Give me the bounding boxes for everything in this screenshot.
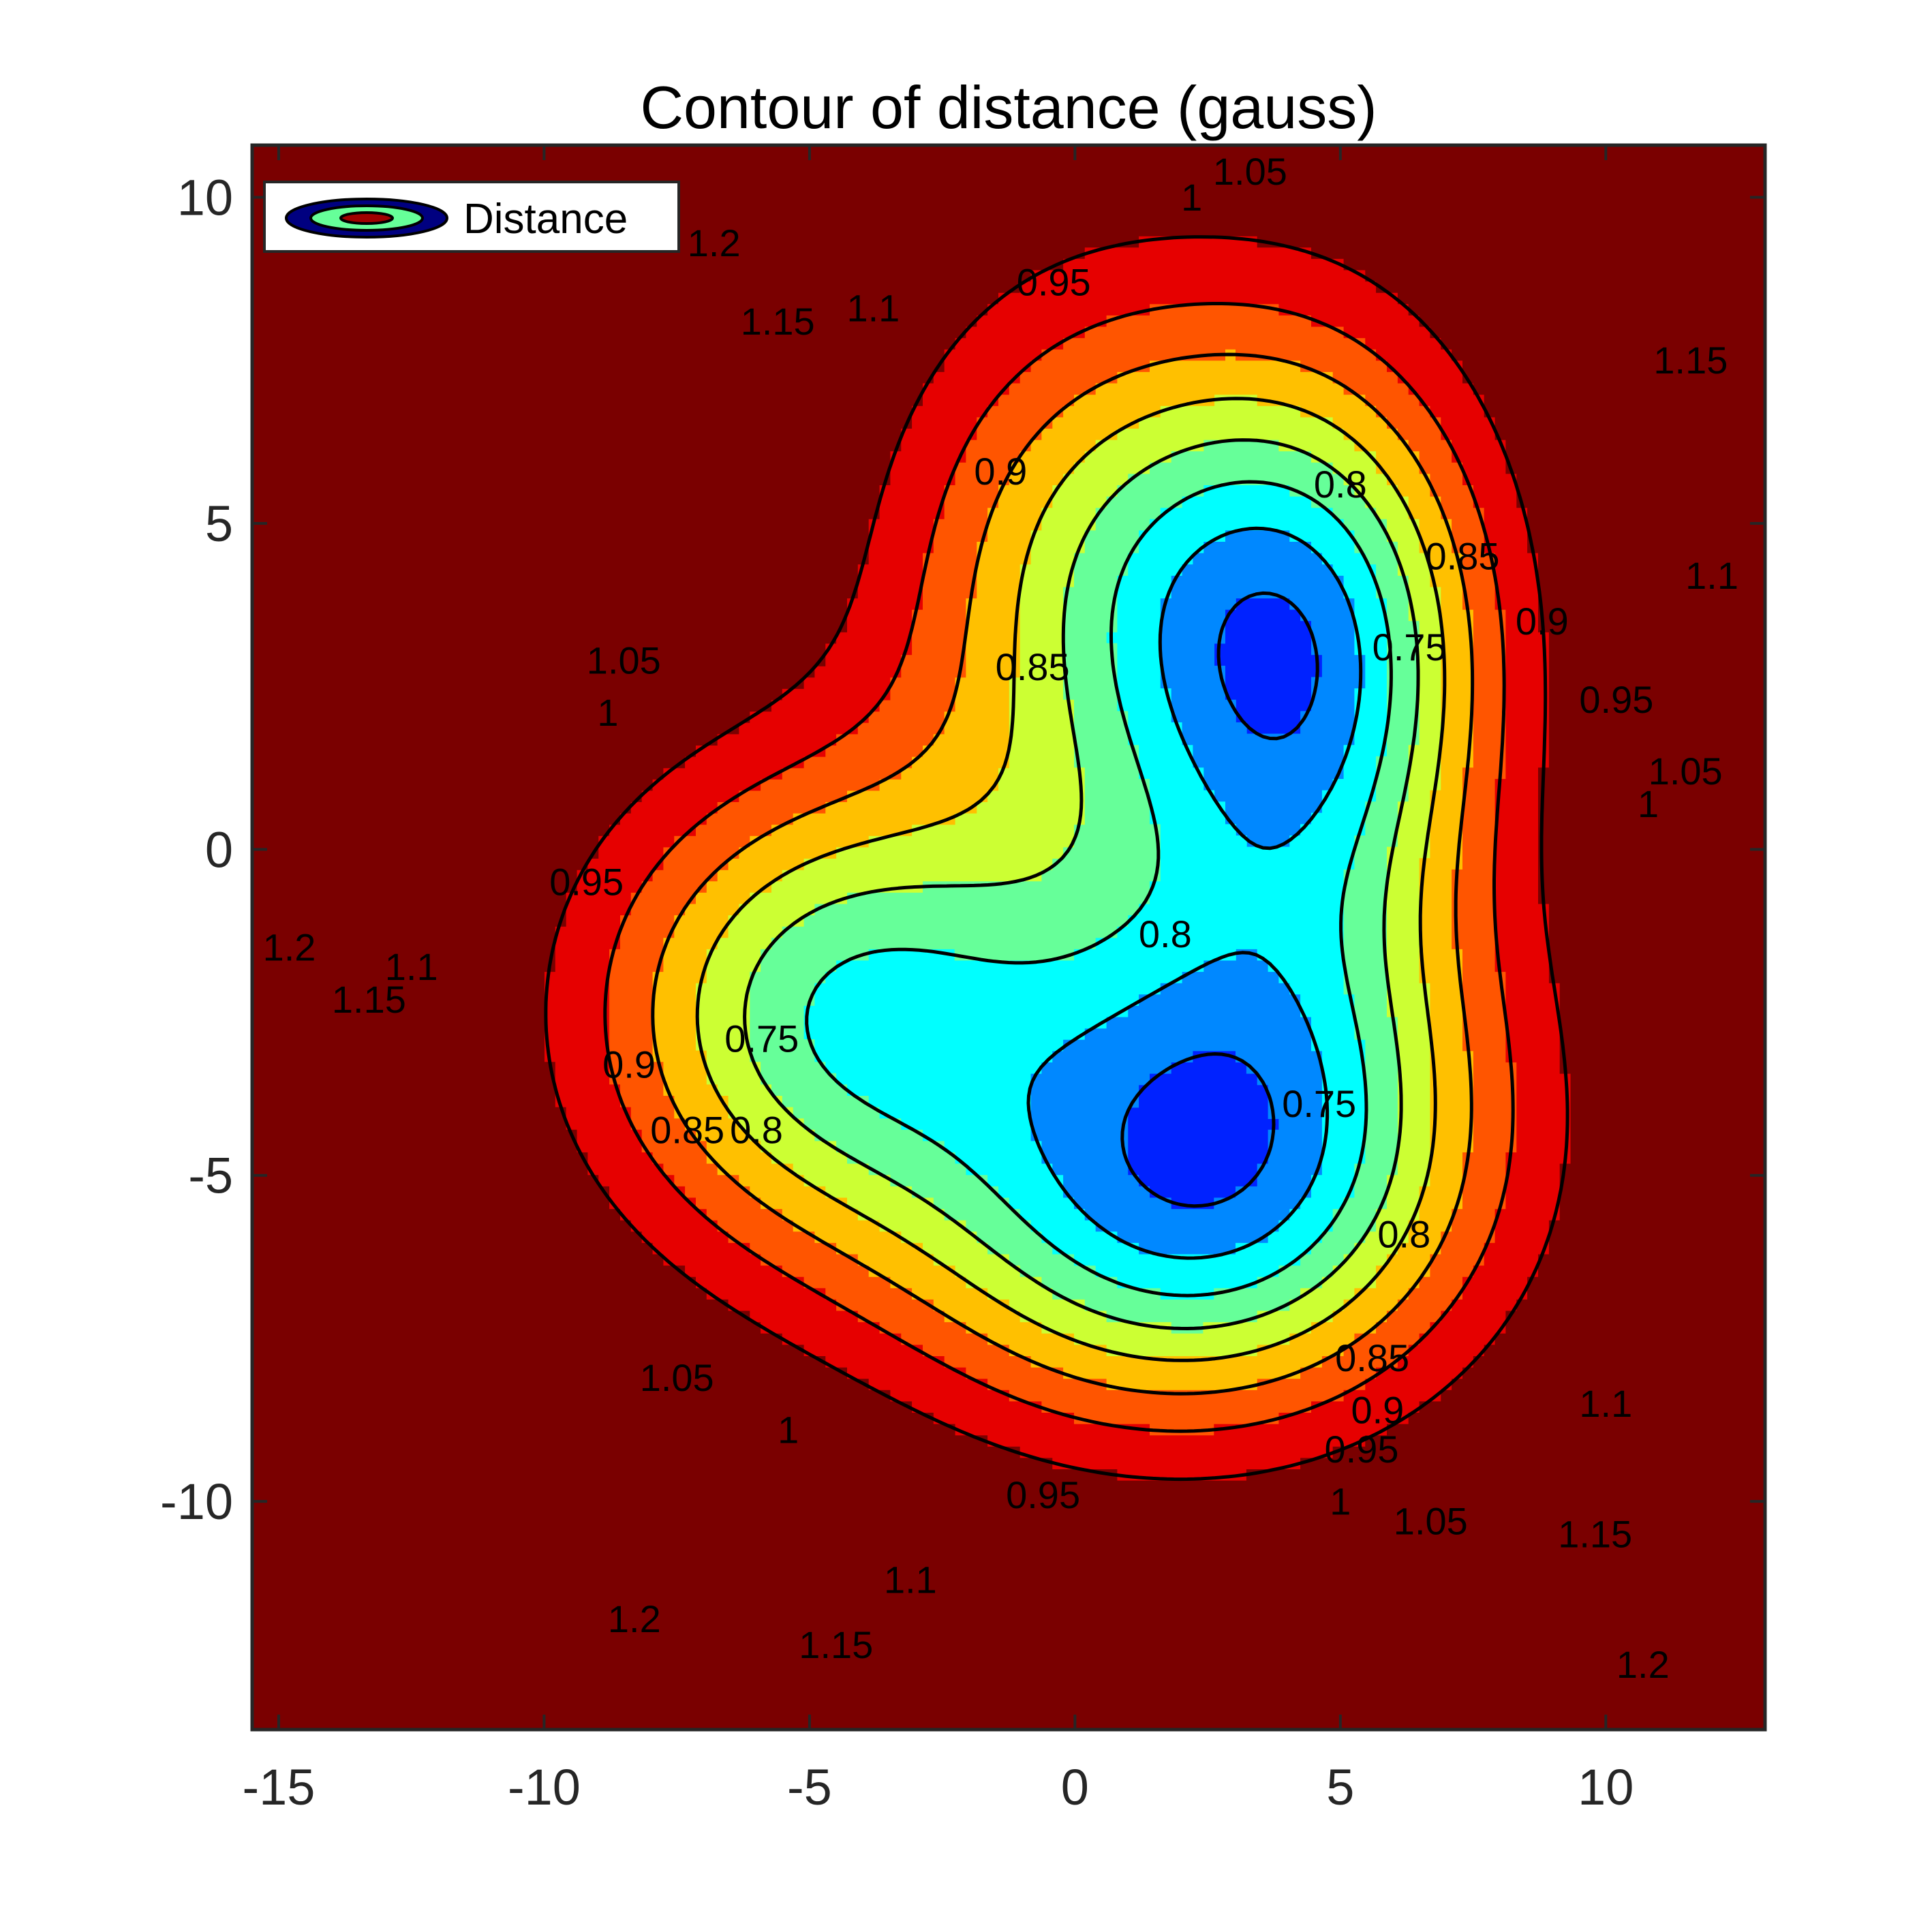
contour-label: 0.8 <box>1377 1212 1430 1255</box>
contour-label: 0.75 <box>1282 1082 1356 1125</box>
contour-label: 1.05 <box>1649 750 1723 793</box>
contour-bands <box>252 145 1765 1730</box>
contour-label: 1.1 <box>1685 554 1738 597</box>
x-tick-label: 5 <box>1326 1759 1354 1815</box>
chart-title: Contour of distance (gauss) <box>640 74 1377 141</box>
contour-label: 0.95 <box>1325 1428 1399 1471</box>
contour-label: 1.1 <box>1579 1382 1632 1425</box>
contour-line-0.9 <box>1026 526 1363 1260</box>
y-tick-label: -5 <box>188 1148 233 1204</box>
contour-band-2 <box>1127 598 1323 1210</box>
contour-label: 0.9 <box>602 1043 656 1086</box>
contour-line-0.95 <box>805 480 1393 1298</box>
contour-band-4 <box>803 485 1387 1300</box>
contour-label: 0.8 <box>1314 463 1367 506</box>
y-axis: 10 5 0 -5 -10 <box>160 170 1765 1530</box>
contour-band-10 <box>252 145 1765 1730</box>
contour-label: 0.75 <box>1373 626 1447 669</box>
y-tick-label: 5 <box>205 495 233 552</box>
legend-contour-icon <box>285 198 448 239</box>
x-tick-label: -15 <box>242 1759 315 1815</box>
contour-label: 1.15 <box>1653 339 1728 382</box>
contour-label: 0.95 <box>1017 260 1091 303</box>
contour-line-1.15 <box>603 302 1515 1433</box>
x-tick-label: 0 <box>1061 1759 1089 1815</box>
contour-label: 1 <box>1638 782 1659 825</box>
contour-band-8 <box>609 303 1518 1436</box>
contour-label: 1 <box>1181 176 1202 219</box>
contour-label: 0.75 <box>724 1017 799 1060</box>
x-tick-label: -10 <box>508 1759 581 1815</box>
contour-label: 0.9 <box>974 450 1027 493</box>
contour-label: 1.05 <box>587 639 661 681</box>
contour-label: 1.05 <box>640 1356 714 1399</box>
contour-label: 1.2 <box>1616 1643 1670 1686</box>
contour-label: 0.95 <box>1006 1473 1080 1516</box>
contour-band-9 <box>544 235 1571 1482</box>
contour-label: 1.2 <box>263 925 316 968</box>
contour-label: 0.9 <box>1351 1389 1404 1432</box>
contour-label: 0.85 <box>1426 534 1500 577</box>
contour-label: 1 <box>1330 1480 1351 1523</box>
contour-label: 1.15 <box>1558 1513 1632 1556</box>
contour-label: 0.8 <box>1139 913 1192 955</box>
contour-label: 0.9 <box>1516 600 1569 643</box>
legend: Distance <box>263 181 680 253</box>
plot-frame <box>250 143 1767 1732</box>
contour-band-5 <box>749 439 1420 1334</box>
contour-label: 1.15 <box>799 1623 873 1666</box>
contour-label: 0.95 <box>1579 678 1653 721</box>
y-tick-label: -10 <box>160 1473 233 1530</box>
contour-label: 0.85 <box>1335 1336 1409 1379</box>
contour-line-0.85 <box>1120 591 1319 1208</box>
contour-label: 0.95 <box>549 861 624 904</box>
contour-label: 1.2 <box>688 221 741 264</box>
x-tick-label: 10 <box>1578 1759 1634 1815</box>
contour-label: 1.15 <box>332 978 406 1021</box>
contour-label: 1.15 <box>741 300 815 343</box>
legend-label: Distance <box>463 196 628 243</box>
contour-label: 1.1 <box>385 945 438 988</box>
contour-label: 1.05 <box>1213 150 1287 193</box>
contour-label: 0.8 <box>730 1108 783 1151</box>
contour-label: 1.1 <box>884 1558 937 1601</box>
x-tick-label: -5 <box>787 1759 832 1815</box>
contour-label: 1.1 <box>846 287 900 330</box>
contour-label: 1 <box>597 691 618 734</box>
contour-label: 0.85 <box>996 645 1070 688</box>
contour-labels: 1.21.151.10.950.90.85 0.80.751.0511.21.15… <box>263 150 1738 1686</box>
contour-line-1.2 <box>544 235 1569 1482</box>
y-tick-label: 10 <box>177 170 233 226</box>
contour-label: 1 <box>778 1408 799 1451</box>
contour-lines <box>544 235 1569 1482</box>
x-axis: -15 -10 -5 0 5 10 <box>242 145 1634 1815</box>
contour-band-7 <box>651 348 1474 1391</box>
contour-label: 1.2 <box>608 1597 661 1640</box>
contour-line-1 <box>743 438 1420 1330</box>
contour-band-3 <box>1030 530 1366 1255</box>
contour-line-1.05 <box>695 397 1447 1362</box>
contour-label: 0.85 <box>650 1108 724 1151</box>
contour-line-1.1 <box>651 352 1475 1396</box>
contour-label: 1.05 <box>1394 1499 1468 1542</box>
y-tick-label: 0 <box>205 821 233 878</box>
